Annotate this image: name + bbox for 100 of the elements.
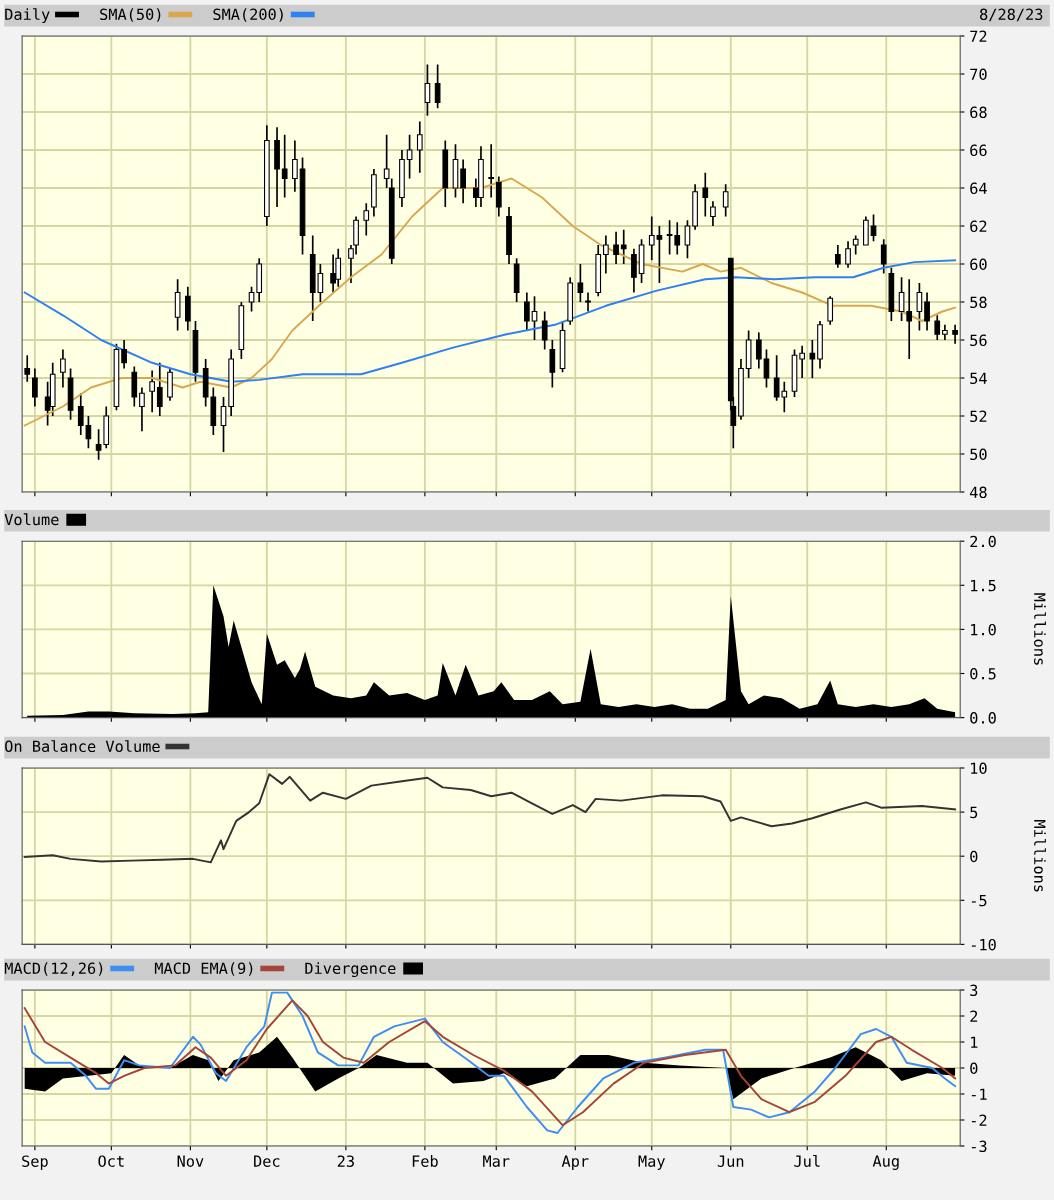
candlestick xyxy=(60,348,66,389)
line-series xyxy=(23,259,957,383)
candlestick xyxy=(924,291,930,332)
line-series xyxy=(23,177,957,427)
candlestick xyxy=(763,348,770,389)
candlestick xyxy=(549,339,556,389)
y-tick-label: 0 xyxy=(970,1062,978,1075)
y-tick-label: 52 xyxy=(970,410,987,423)
candlestick xyxy=(281,133,288,199)
candlestick xyxy=(834,244,841,269)
legend-label: MACD EMA(9) xyxy=(154,962,253,976)
candlestick xyxy=(524,291,530,332)
candlestick xyxy=(156,361,163,417)
candlestick xyxy=(702,171,709,218)
candlestick xyxy=(845,240,851,269)
x-tick-label: May xyxy=(638,1155,665,1170)
y-tick-label: 48 xyxy=(969,486,987,499)
text: 8/28/23 xyxy=(980,8,1043,22)
candlestick xyxy=(613,230,619,265)
y-tick-label: -1 xyxy=(971,1088,987,1100)
legend-label: Daily xyxy=(5,8,50,24)
candlestick xyxy=(852,234,859,256)
line-series xyxy=(23,773,957,864)
candlestick xyxy=(684,219,691,260)
candlestick xyxy=(952,323,958,345)
x-tick-label: Dec xyxy=(254,1155,280,1167)
candlestick xyxy=(880,238,887,275)
y-tick-label: 68 xyxy=(970,106,987,119)
candlestick xyxy=(460,158,466,205)
candlestick xyxy=(363,202,370,237)
candlestick xyxy=(248,285,255,313)
candlestick xyxy=(755,331,762,370)
candlestick xyxy=(488,143,495,199)
candlestick xyxy=(809,339,816,379)
y-tick-label: 2 xyxy=(970,1010,978,1022)
x-tick-label: Feb xyxy=(412,1155,438,1167)
candlestick xyxy=(916,282,923,332)
y-tick-label: 58 xyxy=(970,296,987,309)
x-tick-label: Aug xyxy=(872,1155,899,1170)
y-tick-label: -10 xyxy=(971,938,996,951)
y-tick-label: 10 xyxy=(971,762,987,775)
y-tick-label: 66 xyxy=(970,144,987,157)
y-tick-label: 50 xyxy=(970,448,987,461)
candlestick xyxy=(620,228,627,265)
candlestick xyxy=(577,263,584,303)
candlestick xyxy=(24,354,31,383)
candlestick xyxy=(149,369,155,414)
candlestick xyxy=(603,234,609,275)
y-axis-title: Millions xyxy=(1034,593,1046,665)
y-tick-label: -2 xyxy=(971,1114,987,1126)
y-tick-label: -3 xyxy=(971,1140,987,1153)
x-tick-label: Oct xyxy=(98,1155,124,1167)
legend-label: MACD(12,26) xyxy=(4,962,103,976)
candlestick xyxy=(292,139,298,193)
x-tick-label: Apr xyxy=(561,1155,589,1170)
candlestick xyxy=(722,183,729,218)
candlestick xyxy=(585,291,591,313)
candlestick xyxy=(121,339,127,370)
y-tick-label: 64 xyxy=(970,182,987,195)
y-tick-label: 62 xyxy=(970,220,987,233)
y-tick-label: 70 xyxy=(970,68,987,81)
x-tick-label: Jun xyxy=(717,1155,744,1167)
x-tick-label: Nov xyxy=(177,1155,204,1167)
x-tick-label: Mar xyxy=(483,1155,510,1167)
y-tick-label: 1 xyxy=(971,1036,978,1048)
candlestick xyxy=(416,120,423,174)
candlestick xyxy=(434,63,441,110)
y-tick-label: 56 xyxy=(970,334,987,347)
y-tick-label: 2.0 xyxy=(970,535,996,548)
candlestick xyxy=(424,63,431,117)
y-tick-label: 72 xyxy=(970,30,987,42)
legend-label: Volume xyxy=(4,513,59,526)
y-tick-label: 1.5 xyxy=(971,580,996,592)
candlestick xyxy=(799,344,806,379)
candlestick xyxy=(531,295,538,341)
y-tick-label: 0.5 xyxy=(970,668,996,680)
candlestick xyxy=(32,367,38,408)
y-axis-title: Millions xyxy=(1034,820,1046,892)
y-tick-label: 0 xyxy=(970,850,978,863)
x-tick-label: Sep xyxy=(22,1155,48,1170)
candlestick xyxy=(934,314,941,341)
legend-label: On Balance Volume xyxy=(5,740,160,753)
legend-label: SMA(200) xyxy=(213,8,283,22)
candlestick xyxy=(541,310,548,351)
x-tick-label: Jul xyxy=(794,1155,820,1167)
y-tick-label: -5 xyxy=(971,895,987,907)
y-tick-label: 60 xyxy=(970,258,987,271)
candlestick xyxy=(827,295,834,326)
candlestick xyxy=(870,213,877,243)
y-tick-label: 5 xyxy=(970,806,978,819)
candlestick xyxy=(406,133,413,180)
y-tick-label: 54 xyxy=(970,372,987,385)
y-tick-label: 3 xyxy=(970,984,978,997)
y-tick-label: 0.0 xyxy=(970,712,996,724)
candlestick xyxy=(631,247,637,294)
candlestick xyxy=(383,133,390,189)
y-tick-label: 1.0 xyxy=(971,623,996,636)
x-tick-label: 23 xyxy=(337,1155,354,1167)
candlestick xyxy=(710,200,716,227)
legend-label: SMA(50) xyxy=(100,8,161,22)
